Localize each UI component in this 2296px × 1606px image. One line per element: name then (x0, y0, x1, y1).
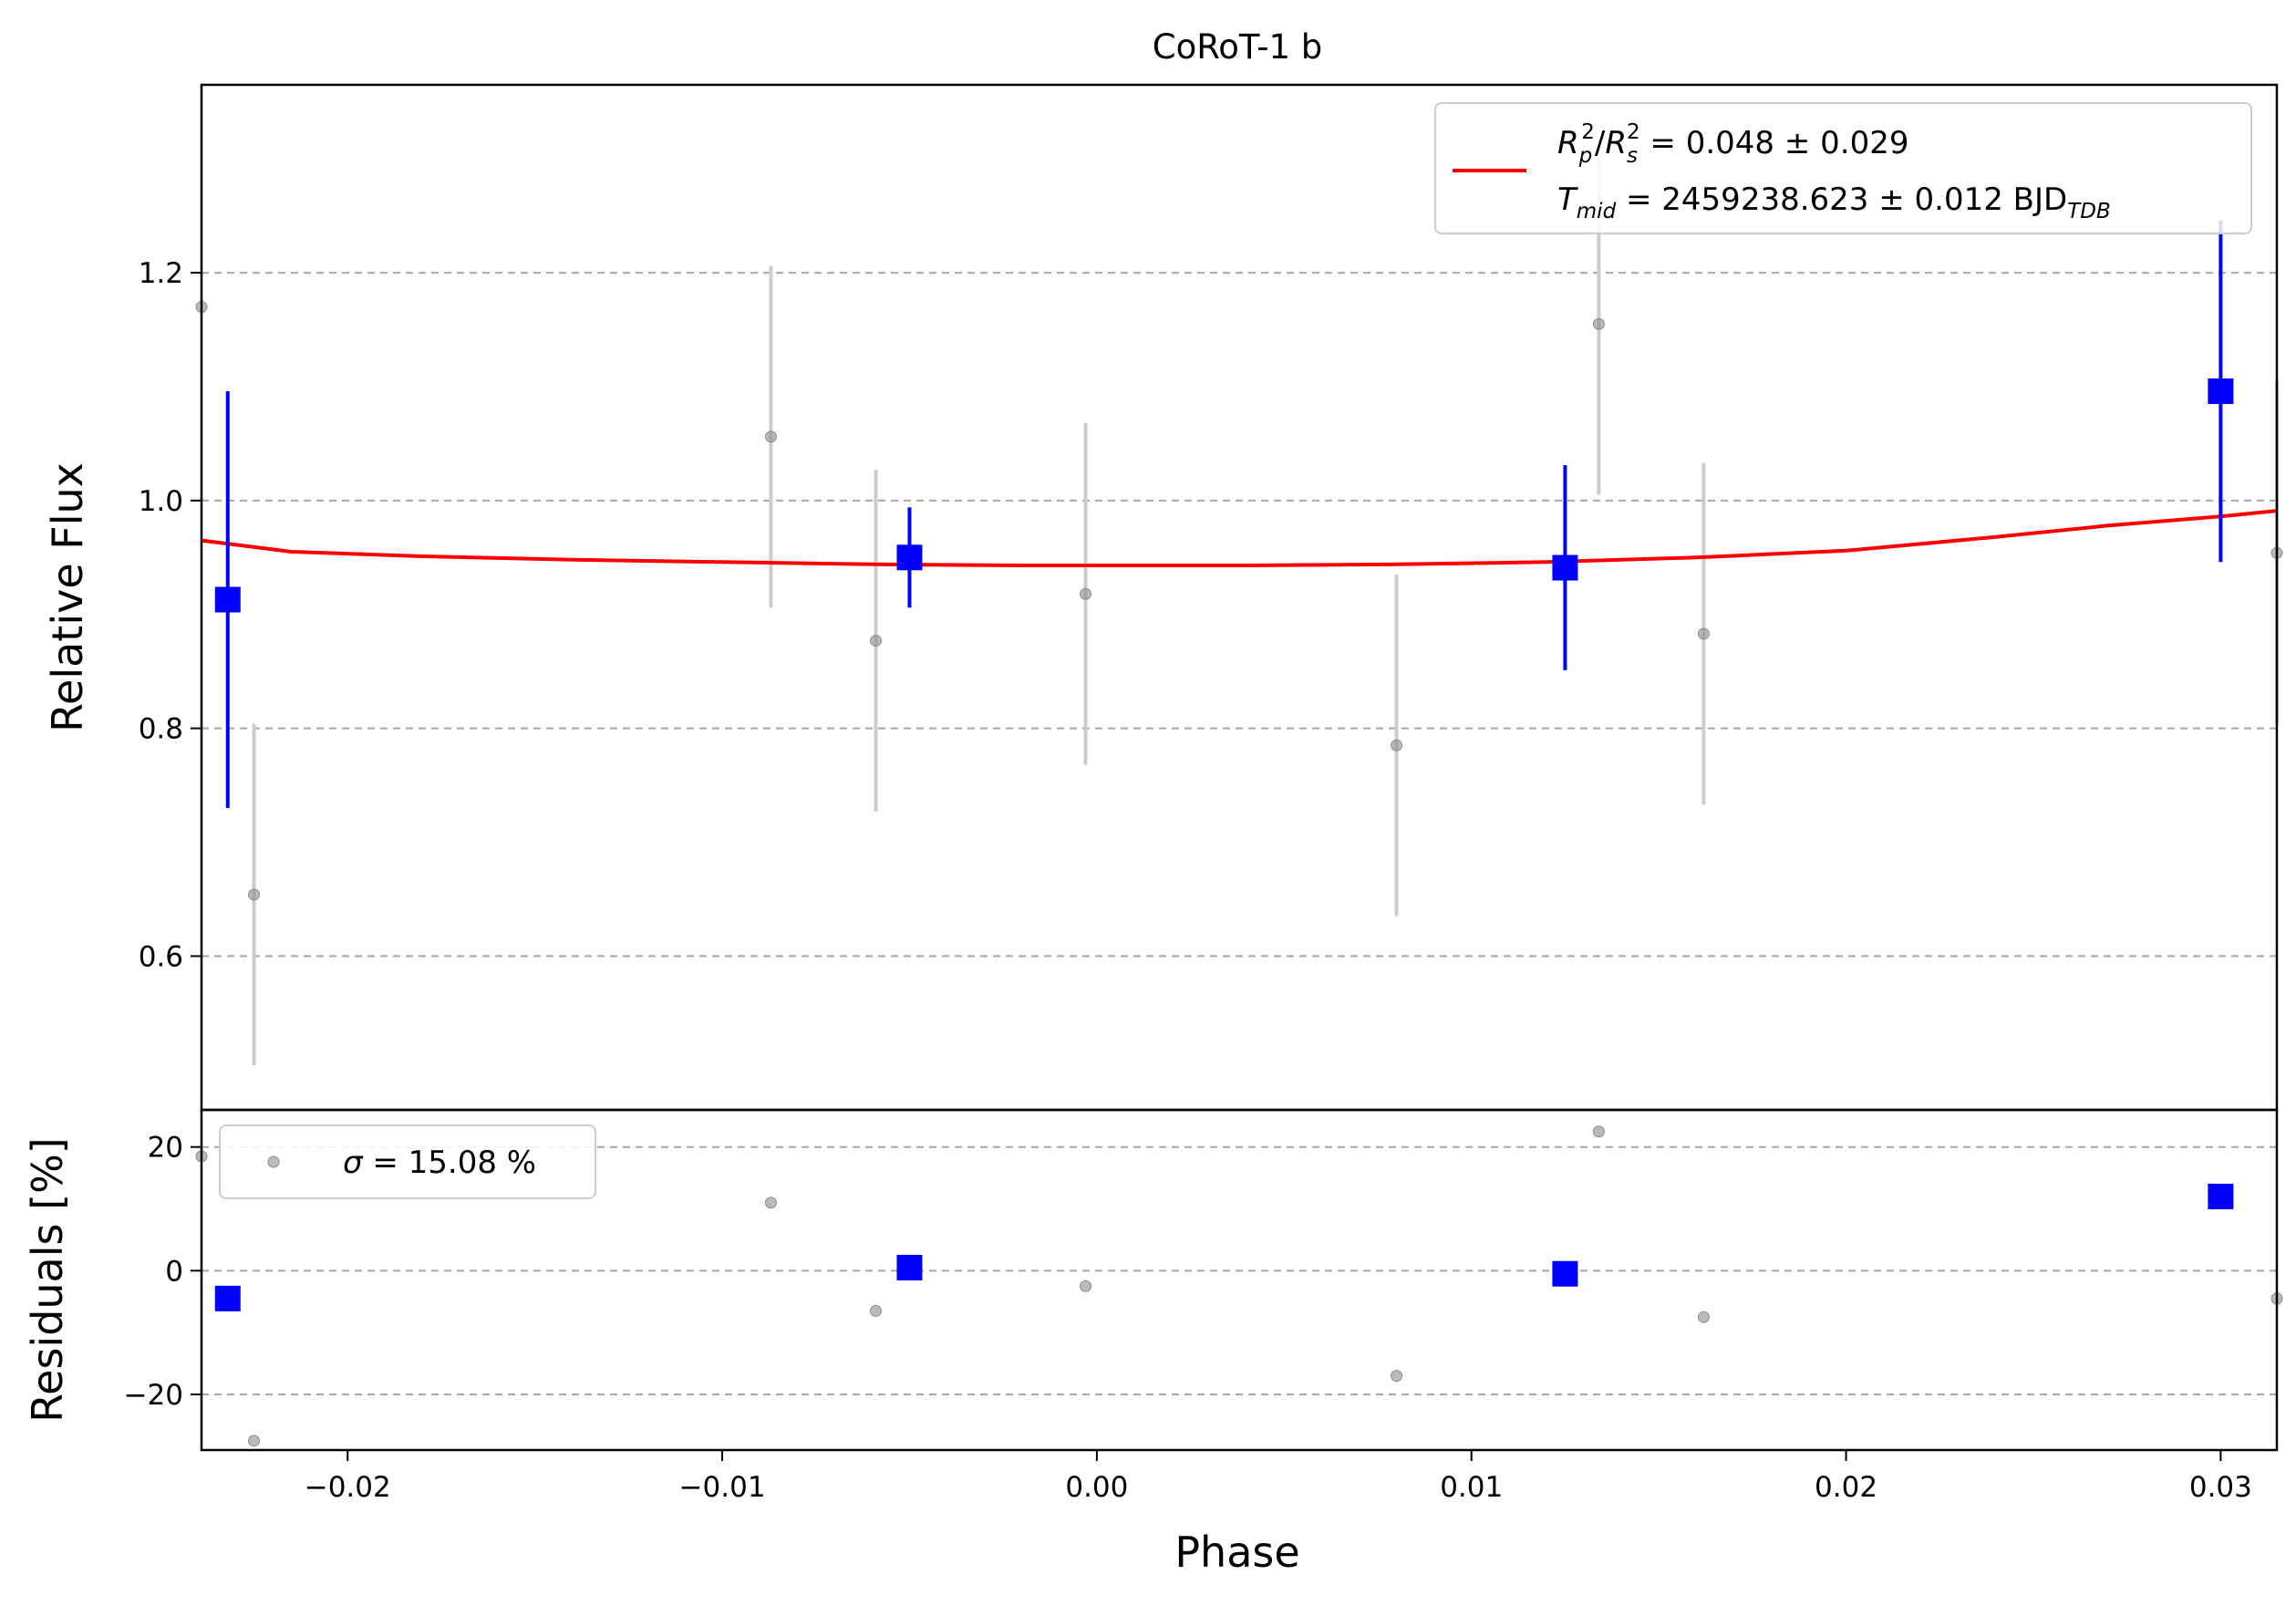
legend-box (219, 1124, 596, 1199)
raw-point (1080, 587, 1092, 600)
raw-point (1391, 739, 1403, 751)
transit-model-line (201, 509, 2278, 567)
x-tick-label: −0.01 (679, 1471, 766, 1504)
legend-raw-marker (267, 1155, 280, 1168)
raw-point (248, 888, 261, 901)
top-y-axis-label: Relative Flux (43, 462, 92, 732)
y-tick-label: 0.8 (139, 713, 183, 746)
y-tick-label: −20 (124, 1379, 183, 1412)
binned-residual-point (1552, 1260, 1578, 1287)
y-tick-label: 0.6 (139, 940, 183, 973)
residual-point (1391, 1370, 1403, 1383)
top-panel-y-ticks: 0.6 0.8 1.0 1.2 (139, 257, 202, 973)
bottom-panel-x-ticks: −0.02 −0.01 0.00 0.01 0.02 0.03 (305, 1450, 2252, 1504)
top-panel-legend: Rp2/Rs2 = 0.048 ± 0.029 Tmid = 2459238.6… (1434, 102, 2252, 234)
residual-point (869, 1304, 882, 1317)
bottom-panel-legend: σ = 15.08 % (219, 1124, 596, 1199)
binned-point (214, 586, 241, 613)
x-tick-label: 0.02 (1815, 1471, 1877, 1504)
residual-point (1697, 1311, 1710, 1323)
binned-point (1552, 554, 1578, 581)
legend-box (1434, 102, 2252, 234)
x-axis-label: Phase (1174, 1528, 1299, 1577)
top-panel-binned-points (214, 220, 2234, 809)
raw-point (869, 634, 882, 647)
residual-point (248, 1435, 261, 1447)
x-tick-label: 0.00 (1065, 1471, 1128, 1504)
x-tick-label: 0.01 (1440, 1471, 1503, 1504)
bottom-panel-binned-points (214, 1183, 2234, 1311)
y-tick-label: 1.0 (139, 485, 183, 518)
raw-point (1697, 627, 1710, 640)
y-tick-label: 0 (165, 1255, 183, 1288)
legend-sigma-text: σ = 15.08 % (343, 1145, 536, 1181)
x-tick-label: −0.02 (305, 1471, 391, 1504)
chart-title: CoRoT-1 b (1153, 27, 1323, 67)
legend-depth-text: Rp2/Rs2 = 0.048 ± 0.029 (1557, 120, 1908, 168)
residual-point (1592, 1125, 1605, 1138)
bottom-panel-y-ticks: −20 0 20 (124, 1132, 202, 1412)
bottom-y-axis-label: Residuals [%] (23, 1137, 72, 1422)
binned-residual-point (2208, 1183, 2234, 1209)
x-tick-label: 0.03 (2189, 1471, 2252, 1504)
raw-point (764, 430, 777, 443)
residual-point (764, 1197, 777, 1209)
binned-residual-point (214, 1285, 241, 1311)
residual-point (1080, 1280, 1092, 1292)
y-tick-label: 1.2 (139, 257, 183, 290)
bottom-panel-frame (200, 1108, 2279, 1452)
binned-residual-point (896, 1254, 923, 1280)
top-panel-grid (202, 272, 2277, 958)
legend-tmid-text: Tmid = 2459238.623 ± 0.012 BJDTDB (1557, 181, 2111, 223)
raw-point (1592, 317, 1605, 330)
y-tick-label: 20 (148, 1132, 183, 1165)
binned-point (896, 544, 923, 571)
binned-point (2208, 378, 2234, 404)
